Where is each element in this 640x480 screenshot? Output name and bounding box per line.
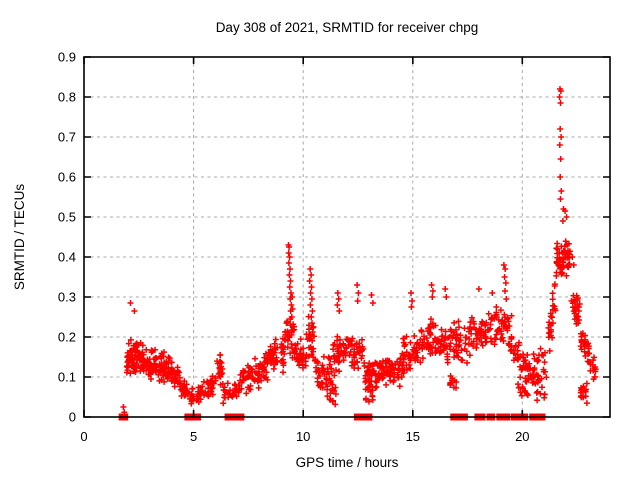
y-tick-label: 0.2 — [58, 330, 76, 345]
y-tick-label: 0.9 — [58, 50, 76, 65]
y-tick-label: 0.8 — [58, 90, 76, 105]
x-tick-label: 20 — [515, 429, 529, 444]
y-tick-label: 0.6 — [58, 170, 76, 185]
scatter-points — [120, 86, 599, 416]
y-tick-label: 0.5 — [58, 210, 76, 225]
y-tick-label: 0.1 — [58, 370, 76, 385]
x-axis-label: GPS time / hours — [295, 455, 399, 470]
x-tick-label: 10 — [296, 429, 310, 444]
chart-title: Day 308 of 2021, SRMTID for receiver chp… — [215, 20, 479, 35]
x-tick-label: 15 — [406, 429, 420, 444]
y-tick-label: 0.4 — [58, 250, 76, 265]
y-tick-label: 0.7 — [58, 130, 76, 145]
x-tick-label: 0 — [80, 429, 87, 444]
y-tick-label: 0.3 — [58, 290, 76, 305]
x-tick-label: 5 — [190, 429, 197, 444]
y-tick-label: 0 — [69, 410, 76, 425]
plot-frame — [83, 56, 611, 418]
